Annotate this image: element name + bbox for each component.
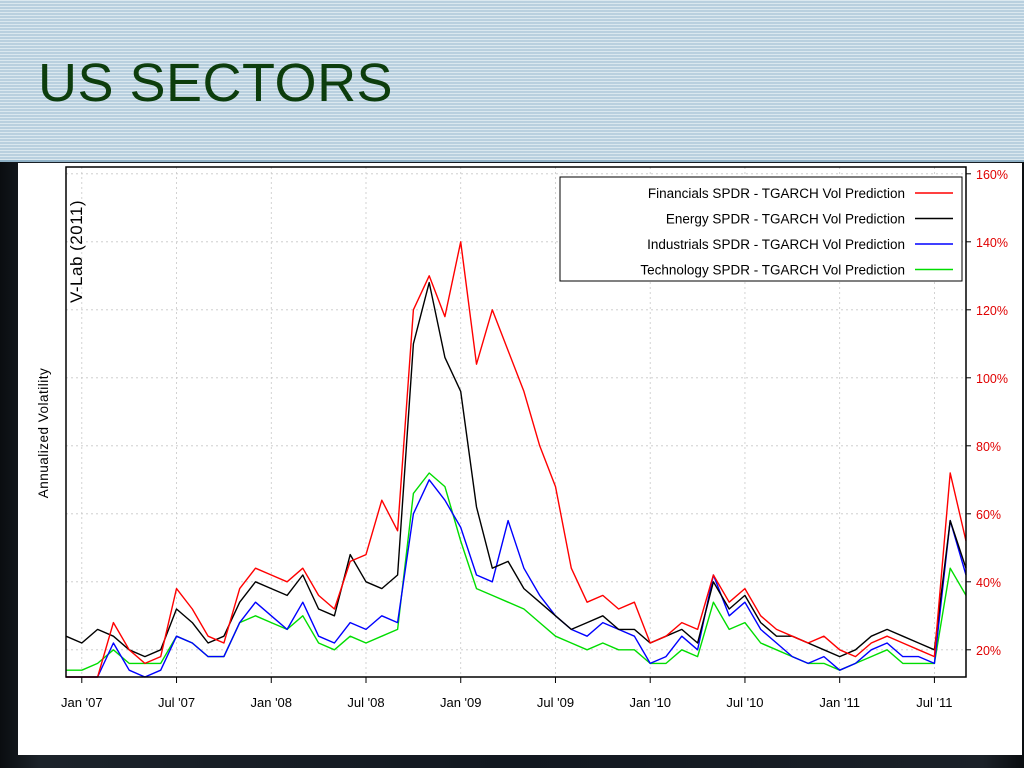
y-tick-label: 40% <box>976 576 1001 590</box>
series-lines <box>65 241 967 678</box>
x-tick-label: Jan '08 <box>251 695 293 710</box>
y-tick-label: 60% <box>976 508 1001 522</box>
x-tick-label: Jul '10 <box>726 695 763 710</box>
slide-title-bar: US SECTORS <box>0 0 1024 162</box>
x-tick-label: Jan '07 <box>61 695 103 710</box>
y-tick-label: 20% <box>976 644 1001 658</box>
series-line-2 <box>66 479 967 678</box>
legend-label-3: Technology SPDR - TGARCH Vol Prediction <box>640 263 905 278</box>
y-axis-label: Annualized Volatility <box>36 368 51 499</box>
x-tick-label: Jan '10 <box>629 695 671 710</box>
watermark: V-Lab (2011) <box>67 200 86 303</box>
legend-label-2: Industrials SPDR - TGARCH Vol Prediction <box>647 237 905 252</box>
x-tick-label: Jan '11 <box>819 695 860 710</box>
x-tick-label: Jan '09 <box>440 695 482 710</box>
x-tick-label: Jul '09 <box>537 695 574 710</box>
x-tick-label: Jul '11 <box>916 695 952 710</box>
y-tick-label: 160% <box>976 168 1008 182</box>
x-tick-label: Jul '08 <box>347 695 384 710</box>
legend-box <box>559 176 963 282</box>
y-tick-label: 80% <box>976 440 1001 454</box>
series-line-1 <box>65 281 967 658</box>
x-axis-ticks: Jan '07 Jul '07 Jan '08 Jul '08 Jan '09 Jul '… <box>61 677 953 710</box>
volatility-chart: Jan '07 Jul '07 Jan '08 Jul '08 Jan '09 Jul '… <box>36 166 1008 710</box>
series-line-0 <box>66 241 967 678</box>
y-tick-label: 120% <box>976 304 1008 318</box>
y-axis-ticks: 20% 40% 60% 80% 100% 120% 140% 160% <box>966 168 1008 658</box>
legend-label-1: Energy SPDR - TGARCH Vol Prediction <box>666 212 905 227</box>
y-tick-label: 140% <box>976 236 1008 250</box>
legend-label-0: Financials SPDR - TGARCH Vol Prediction <box>648 186 905 201</box>
x-tick-label: Jul '07 <box>158 695 195 710</box>
y-tick-label: 100% <box>976 372 1008 386</box>
slide-title: US SECTORS <box>38 53 394 113</box>
chart-panel: Jan '07 Jul '07 Jan '08 Jul '08 Jan '09 Jul '… <box>18 163 1022 755</box>
series-line-3 <box>66 472 967 671</box>
legend: Financials SPDR - TGARCH Vol Prediction E… <box>559 176 963 282</box>
plot-frame <box>65 166 967 678</box>
